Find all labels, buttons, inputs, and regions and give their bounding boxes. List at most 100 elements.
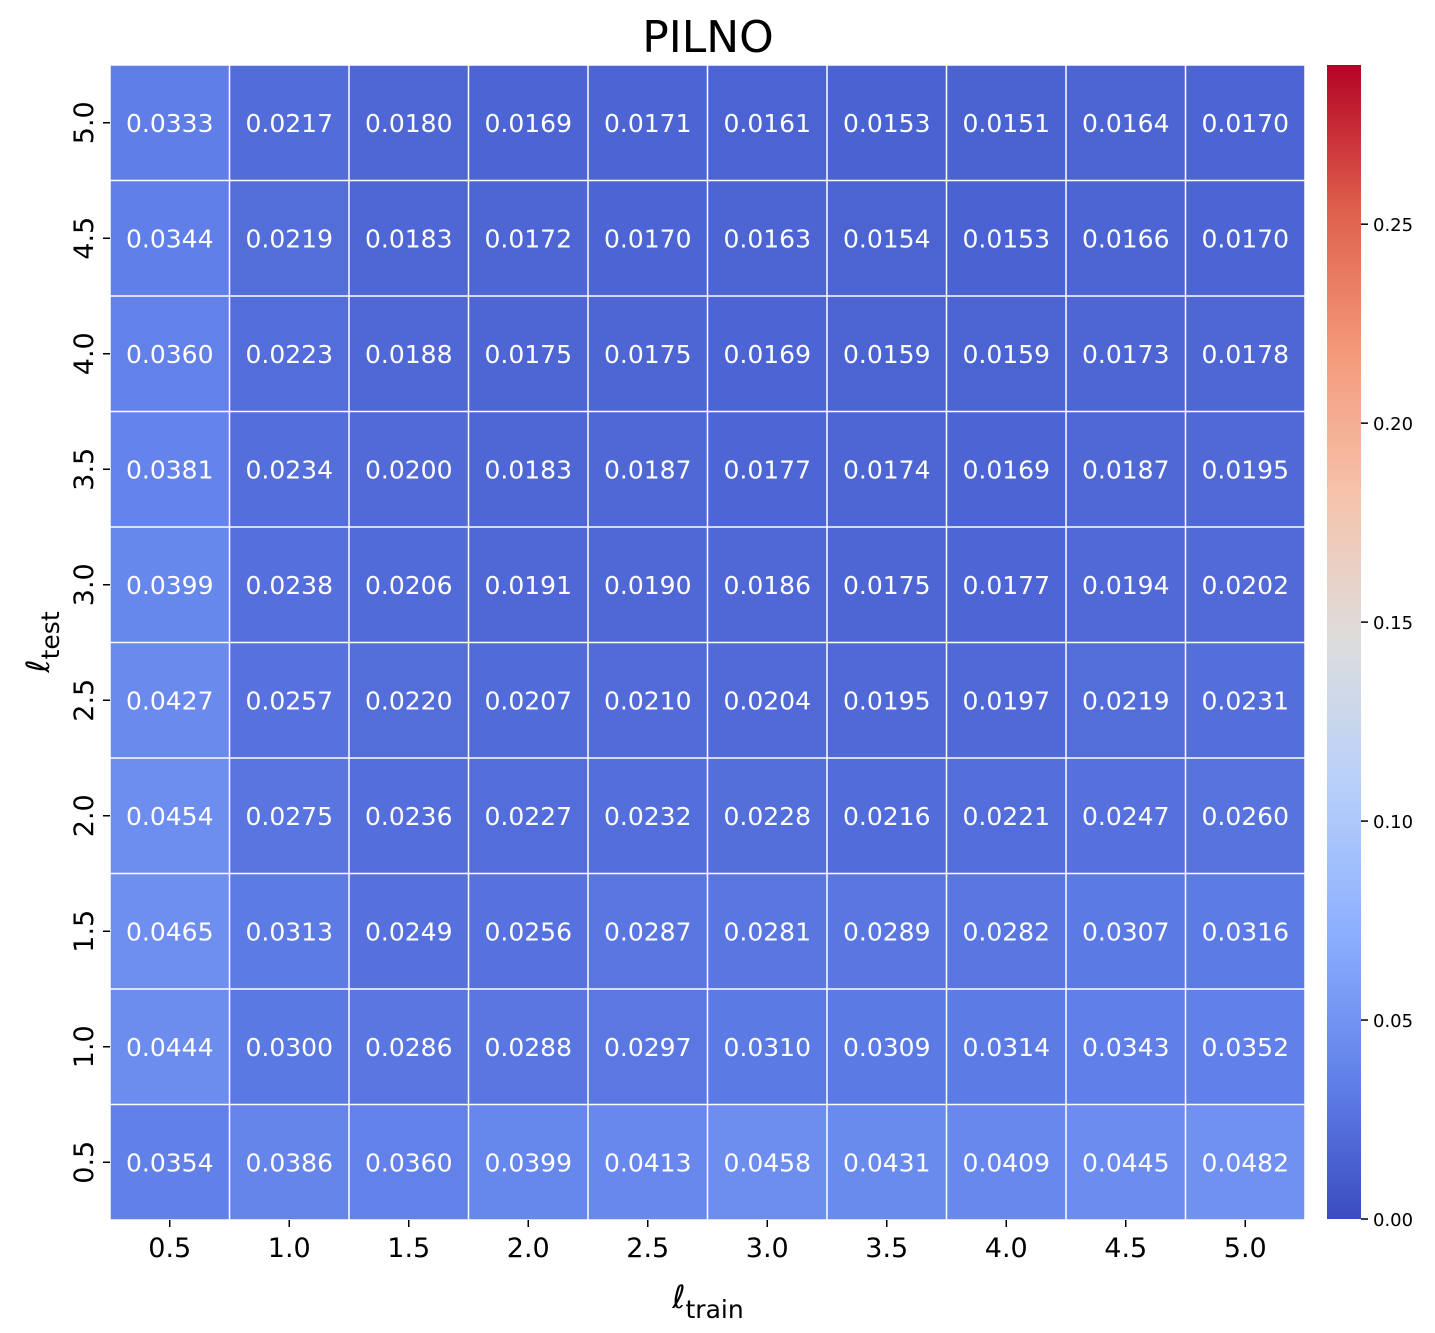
cell-value-label: 0.0170 bbox=[604, 224, 691, 253]
heatmap-cell bbox=[827, 527, 947, 643]
cell-value-label: 0.0195 bbox=[1202, 455, 1289, 484]
heatmap-cell bbox=[468, 758, 588, 874]
cell-value-label: 0.0297 bbox=[604, 1033, 691, 1062]
cell-value-label: 0.0234 bbox=[246, 455, 333, 484]
cell-value-label: 0.0183 bbox=[485, 455, 572, 484]
x-tick-label: 2.5 bbox=[626, 1233, 669, 1264]
colorbar bbox=[1327, 65, 1361, 1219]
cell-value-label: 0.0313 bbox=[246, 917, 333, 946]
heatmap-cell bbox=[468, 296, 588, 412]
cell-value-label: 0.0175 bbox=[843, 571, 930, 600]
heatmap-cell bbox=[707, 65, 827, 181]
y-axis-label-subscript: test bbox=[36, 611, 65, 659]
heatmap-cell bbox=[1185, 527, 1305, 643]
heatmap-cell bbox=[229, 65, 349, 181]
cell-value-label: 0.0333 bbox=[126, 109, 213, 138]
cell-value-label: 0.0206 bbox=[365, 571, 452, 600]
cell-value-label: 0.0216 bbox=[843, 802, 930, 831]
heatmap-cell bbox=[827, 873, 947, 989]
heatmap-cell bbox=[229, 411, 349, 527]
heatmap-cell bbox=[946, 1104, 1066, 1220]
cell-value-label: 0.0159 bbox=[843, 340, 930, 369]
cell-value-label: 0.0217 bbox=[246, 109, 333, 138]
heatmap-cell bbox=[110, 989, 230, 1105]
cell-value-label: 0.0413 bbox=[604, 1148, 691, 1177]
heatmap-grid bbox=[109, 64, 1306, 1221]
heatmap-cell bbox=[349, 873, 469, 989]
cell-value-label: 0.0159 bbox=[963, 340, 1050, 369]
cell-value-label: 0.0344 bbox=[126, 224, 213, 253]
y-tick-label: 4.5 bbox=[69, 217, 100, 260]
cell-value-label: 0.0232 bbox=[604, 802, 691, 831]
cell-value-label: 0.0220 bbox=[365, 686, 452, 715]
cell-value-label: 0.0223 bbox=[246, 340, 333, 369]
x-axis-label-subscript: train bbox=[686, 1295, 744, 1324]
heatmap-cell bbox=[468, 527, 588, 643]
heatmap-cell bbox=[827, 65, 947, 181]
heatmap-cell bbox=[1185, 758, 1305, 874]
heatmap-cell bbox=[588, 758, 708, 874]
y-tick-label: 3.5 bbox=[69, 448, 100, 491]
cell-value-label: 0.0174 bbox=[843, 455, 930, 484]
heatmap-cell bbox=[946, 758, 1066, 874]
heatmap-cell bbox=[468, 642, 588, 758]
cell-value-label: 0.0175 bbox=[485, 340, 572, 369]
heatmap-cell bbox=[1185, 411, 1305, 527]
cell-value-label: 0.0200 bbox=[365, 455, 452, 484]
cell-value-label: 0.0169 bbox=[485, 109, 572, 138]
heatmap-cell bbox=[1066, 989, 1186, 1105]
heatmap-cell bbox=[468, 873, 588, 989]
cell-value-label: 0.0161 bbox=[724, 109, 811, 138]
cell-value-label: 0.0186 bbox=[724, 571, 811, 600]
heatmap-cell bbox=[349, 411, 469, 527]
cell-value-label: 0.0197 bbox=[963, 686, 1050, 715]
heatmap-cell bbox=[827, 758, 947, 874]
heatmap-cell bbox=[707, 180, 827, 296]
cell-value-label: 0.0177 bbox=[963, 571, 1050, 600]
cell-value-label: 0.0219 bbox=[246, 224, 333, 253]
x-tick-label: 2.0 bbox=[507, 1233, 550, 1264]
y-tick-label: 1.0 bbox=[69, 1025, 100, 1068]
x-axis-label-symbol: ℓ bbox=[671, 1278, 685, 1316]
heatmap-cell bbox=[1066, 758, 1186, 874]
heatmap-cell bbox=[110, 758, 230, 874]
heatmap-cell bbox=[110, 411, 230, 527]
heatmap-cell bbox=[110, 642, 230, 758]
heatmap-cell bbox=[946, 296, 1066, 412]
cell-value-label: 0.0281 bbox=[724, 917, 811, 946]
heatmap-cell bbox=[588, 296, 708, 412]
heatmap-cell bbox=[946, 65, 1066, 181]
heatmap-cell bbox=[1066, 296, 1186, 412]
heatmap-cell bbox=[110, 296, 230, 412]
cell-value-label: 0.0352 bbox=[1202, 1033, 1289, 1062]
heatmap-cell bbox=[1185, 1104, 1305, 1220]
cell-value-label: 0.0465 bbox=[126, 917, 213, 946]
cell-value-label: 0.0170 bbox=[1202, 224, 1289, 253]
heatmap-cell bbox=[1066, 65, 1186, 181]
cell-value-label: 0.0228 bbox=[724, 802, 811, 831]
cell-value-label: 0.0282 bbox=[963, 917, 1050, 946]
cell-value-label: 0.0153 bbox=[843, 109, 930, 138]
heatmap-cell bbox=[349, 527, 469, 643]
heatmap-cell bbox=[588, 1104, 708, 1220]
y-tick-label: 2.0 bbox=[69, 794, 100, 837]
heatmap-cell bbox=[946, 989, 1066, 1105]
cell-value-label: 0.0257 bbox=[246, 686, 333, 715]
x-tick-label: 0.5 bbox=[148, 1233, 191, 1264]
heatmap-cell bbox=[588, 989, 708, 1105]
colorbar-tick-label: 0.10 bbox=[1373, 812, 1413, 833]
cell-value-label: 0.0256 bbox=[485, 917, 572, 946]
cell-value-label: 0.0386 bbox=[246, 1148, 333, 1177]
cell-value-label: 0.0247 bbox=[1082, 802, 1169, 831]
colorbar-tick-label: 0.15 bbox=[1373, 613, 1413, 634]
heatmap-cell bbox=[827, 411, 947, 527]
heatmap-cell bbox=[588, 642, 708, 758]
heatmap-cell bbox=[349, 642, 469, 758]
cell-value-label: 0.0288 bbox=[485, 1033, 572, 1062]
cell-value-label: 0.0343 bbox=[1082, 1033, 1169, 1062]
cell-value-label: 0.0169 bbox=[963, 455, 1050, 484]
cell-value-label: 0.0210 bbox=[604, 686, 691, 715]
heatmap-cell bbox=[588, 180, 708, 296]
cell-value-label: 0.0316 bbox=[1202, 917, 1289, 946]
